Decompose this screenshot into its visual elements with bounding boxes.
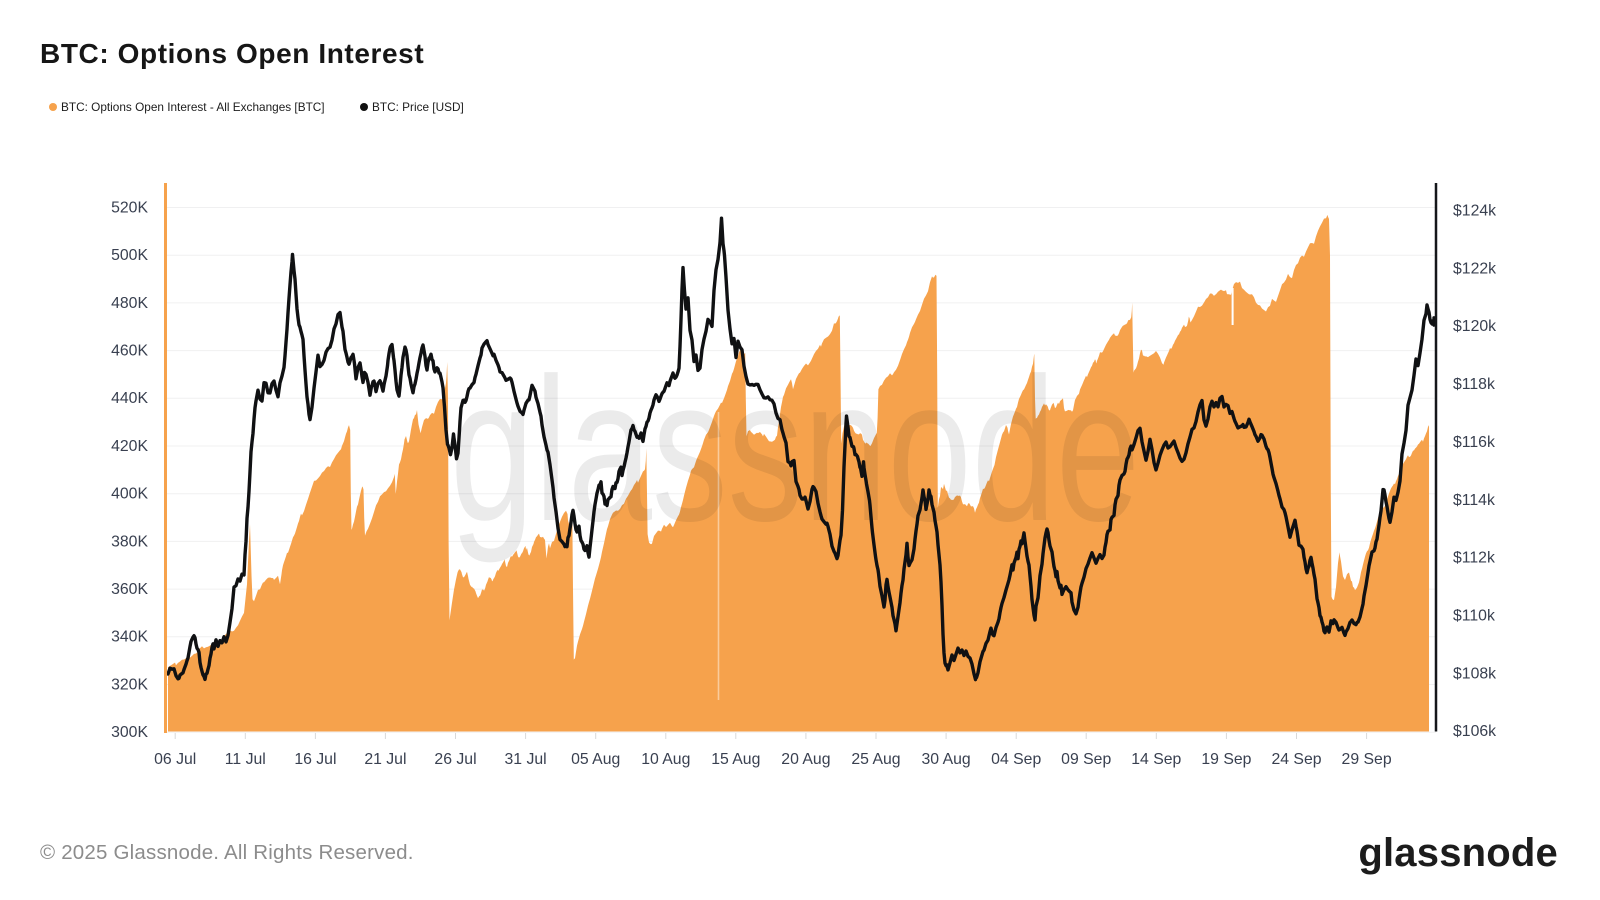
svg-text:$108k: $108k [1453,665,1496,682]
svg-text:14 Sep: 14 Sep [1131,751,1181,768]
svg-text:BTC: Price [USD]: BTC: Price [USD] [372,100,464,114]
svg-text:400K: 400K [111,486,148,503]
svg-text:$112k: $112k [1453,550,1495,567]
svg-text:26 Jul: 26 Jul [434,751,476,768]
svg-text:30 Aug: 30 Aug [921,751,970,768]
svg-text:420K: 420K [111,438,148,455]
svg-text:300K: 300K [111,724,148,741]
svg-text:glassnode: glassnode [450,336,1140,564]
svg-text:$106k: $106k [1453,723,1496,740]
svg-text:31 Jul: 31 Jul [505,751,547,768]
svg-text:11 Jul: 11 Jul [225,751,266,768]
svg-text:10 Aug: 10 Aug [641,751,690,768]
svg-text:BTC: Options Open Interest: BTC: Options Open Interest [40,38,424,69]
svg-text:19 Sep: 19 Sep [1201,751,1251,768]
svg-text:460K: 460K [111,343,148,360]
svg-text:16 Jul: 16 Jul [294,751,336,768]
svg-text:520K: 520K [111,199,148,216]
svg-text:BTC: Options Open Interest - A: BTC: Options Open Interest - All Exchang… [61,100,325,114]
svg-text:$118k: $118k [1453,376,1495,393]
svg-text:© 2025 Glassnode. All Rights R: © 2025 Glassnode. All Rights Reserved. [40,841,414,864]
svg-text:glassnode: glassnode [1358,831,1558,875]
svg-text:$122k: $122k [1453,260,1496,277]
svg-text:320K: 320K [111,676,148,693]
svg-text:$120k: $120k [1453,318,1496,335]
svg-text:25 Aug: 25 Aug [851,751,900,768]
svg-text:09 Sep: 09 Sep [1061,751,1111,768]
svg-text:29 Sep: 29 Sep [1342,751,1392,768]
svg-text:480K: 480K [111,295,148,312]
svg-text:21 Jul: 21 Jul [364,751,406,768]
svg-text:$110k: $110k [1453,608,1495,625]
svg-text:500K: 500K [111,247,148,264]
svg-text:04 Sep: 04 Sep [991,751,1041,768]
svg-text:15 Aug: 15 Aug [711,751,760,768]
svg-text:24 Sep: 24 Sep [1271,751,1321,768]
svg-text:$116k: $116k [1453,434,1495,451]
svg-text:360K: 360K [111,581,148,598]
svg-text:380K: 380K [111,533,148,550]
svg-text:06 Jul: 06 Jul [154,751,196,768]
svg-text:$124k: $124k [1453,203,1496,220]
svg-text:$114k: $114k [1453,492,1495,509]
svg-text:340K: 340K [111,629,148,646]
svg-text:20 Aug: 20 Aug [781,751,830,768]
svg-text:440K: 440K [111,390,148,407]
svg-text:05 Aug: 05 Aug [571,751,620,768]
